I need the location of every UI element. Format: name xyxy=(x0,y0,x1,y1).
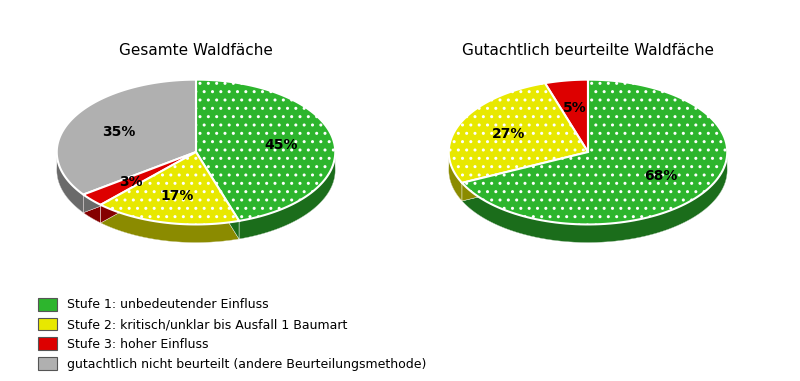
Text: 45%: 45% xyxy=(265,138,298,152)
Polygon shape xyxy=(449,153,462,201)
Polygon shape xyxy=(239,154,335,239)
Polygon shape xyxy=(57,98,196,213)
Polygon shape xyxy=(83,152,196,213)
Polygon shape xyxy=(83,152,196,213)
Polygon shape xyxy=(462,80,727,224)
Polygon shape xyxy=(462,152,588,201)
Title: Gesamte Waldfäche: Gesamte Waldfäche xyxy=(119,43,273,58)
Polygon shape xyxy=(545,80,588,152)
Polygon shape xyxy=(101,152,239,224)
Polygon shape xyxy=(101,152,196,223)
Polygon shape xyxy=(83,152,196,205)
Polygon shape xyxy=(101,205,239,243)
Legend: Stufe 1: unbedeutender Einfluss, Stufe 2: kritisch/unklar bis Ausfall 1 Baumart,: Stufe 1: unbedeutender Einfluss, Stufe 2… xyxy=(38,298,426,371)
Polygon shape xyxy=(101,170,239,243)
Polygon shape xyxy=(196,98,335,239)
Polygon shape xyxy=(449,83,588,183)
Polygon shape xyxy=(196,152,239,239)
Text: 17%: 17% xyxy=(161,189,194,203)
Polygon shape xyxy=(196,80,335,221)
Polygon shape xyxy=(462,152,588,201)
Text: 5%: 5% xyxy=(562,101,586,115)
Text: 35%: 35% xyxy=(102,125,136,139)
Polygon shape xyxy=(57,80,196,195)
Text: 3%: 3% xyxy=(119,175,143,189)
Polygon shape xyxy=(462,153,727,243)
Polygon shape xyxy=(462,98,727,243)
Text: 27%: 27% xyxy=(492,127,526,141)
Polygon shape xyxy=(196,152,239,239)
Polygon shape xyxy=(57,152,83,213)
Polygon shape xyxy=(83,195,101,223)
Polygon shape xyxy=(101,152,196,223)
Text: 68%: 68% xyxy=(644,169,678,183)
Title: Gutachtlich beurteilte Waldfäche: Gutachtlich beurteilte Waldfäche xyxy=(462,43,714,58)
Polygon shape xyxy=(83,170,196,223)
Polygon shape xyxy=(449,101,588,201)
